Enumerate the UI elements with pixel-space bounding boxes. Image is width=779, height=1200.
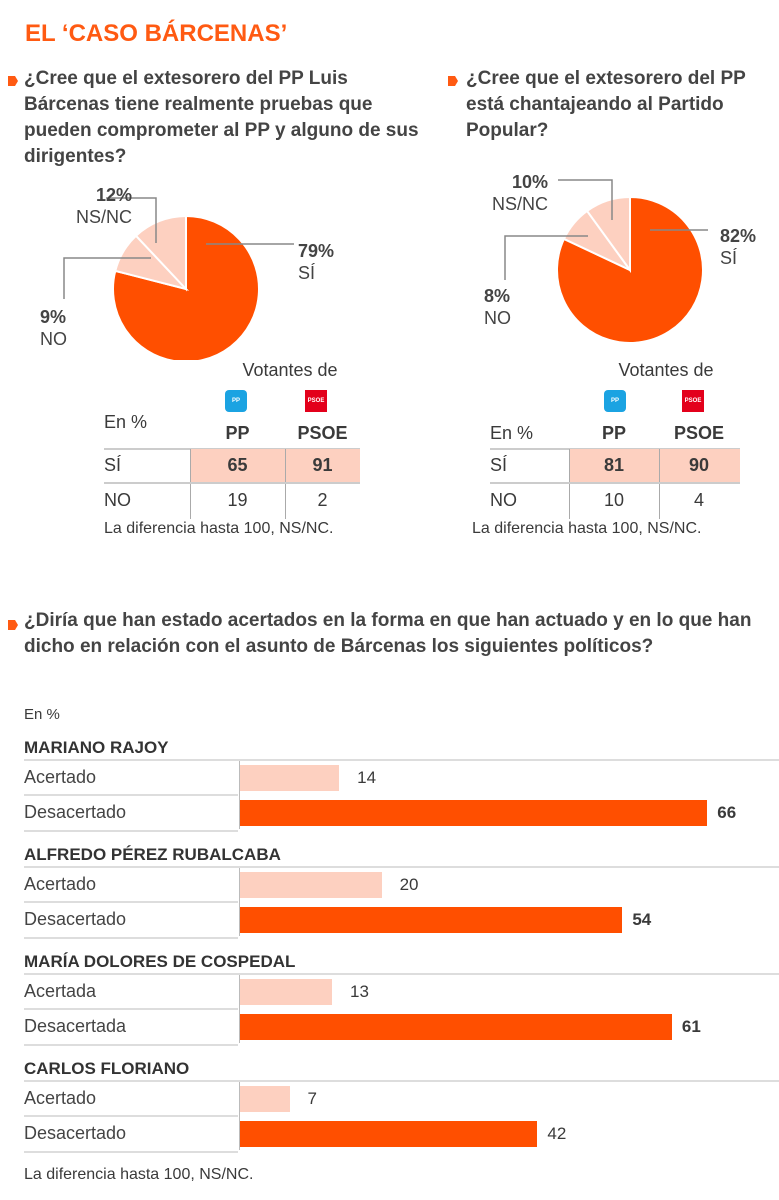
leader-line (504, 235, 588, 280)
pp-logo-icon: PP (225, 390, 247, 412)
pie-chart-1 (63, 197, 294, 360)
bar-label: Desacertado (24, 802, 127, 822)
bullet-icon (448, 76, 458, 86)
pp-logo-icon: PP (604, 390, 626, 412)
pie2-si-label: 82% SÍ (720, 226, 757, 268)
pie1-no-label: 9% NO (40, 307, 67, 349)
question-1: ¿Cree que el extesorero del PP Luis Bárc… (24, 68, 419, 167)
bar-chart: MARIANO RAJOY Acertado 14 Desacertado 66 ALFR… (0, 735, 779, 1165)
bullet-icon (8, 620, 18, 630)
table-header: Votantes de (618, 360, 714, 380)
unit-label: En % (104, 412, 148, 432)
row-label: NO (490, 490, 517, 510)
column-header: PP (601, 423, 626, 443)
bar-label: Acertada (24, 981, 97, 1001)
politician-name: ALFREDO PÉREZ RUBALCABA (24, 845, 281, 864)
question-3: ¿Diría que han estado acertados en la fo… (24, 610, 752, 657)
table-cell: 2 (317, 490, 328, 510)
bar-label: Desacertada (24, 1016, 127, 1036)
table-cell: 91 (312, 455, 333, 475)
voters-table-1: Votantes de PP PSOE En % PP PSOE SÍ 65 9… (0, 360, 440, 540)
psoe-logo-icon: PSOE (305, 390, 327, 412)
psoe-logo-icon: PSOE (682, 390, 704, 412)
row-label: SÍ (104, 455, 122, 475)
bar (240, 907, 623, 933)
column-header: PP (225, 423, 250, 443)
column-header: PSOE (673, 423, 725, 443)
bar (240, 872, 382, 898)
bar-value: 13 (350, 982, 369, 1001)
politician-name: MARIANO RAJOY (24, 738, 169, 757)
bar-value: 66 (717, 803, 737, 822)
bar (240, 979, 333, 1005)
voters-table-2: Votantes de PP PSOE En % PP PSOE SÍ 81 9… (386, 360, 779, 540)
leader-line (106, 197, 157, 243)
bar-label: Acertado (24, 767, 97, 787)
bar-value: 42 (547, 1124, 567, 1143)
table-cell: 81 (603, 455, 625, 475)
bar (240, 800, 708, 826)
unit-label: En % (24, 706, 60, 723)
bar-label: Acertado (24, 1088, 97, 1108)
pie1-nsnc-label: 12% NS/NC (75, 185, 132, 227)
table-header: Votantes de (242, 360, 338, 380)
pie1-si-label: 79% SÍ (298, 241, 335, 283)
bar-label: Desacertado (24, 1123, 127, 1143)
bar-value: 54 (632, 910, 652, 929)
table-cell: 19 (227, 490, 248, 510)
pie-slice-nsnc (134, 214, 187, 292)
bar (240, 1121, 538, 1147)
table-cell: 90 (688, 455, 710, 475)
pie-slice-nsnc (585, 195, 631, 274)
bar-value: 14 (357, 768, 377, 787)
leader-line (63, 257, 151, 299)
infographic-title: EL ‘CASO BÁRCENAS’ (25, 20, 288, 47)
bar (240, 765, 340, 791)
table-note: La diferencia hasta 100, NS/NC. (104, 520, 334, 537)
bar-chart-note: La diferencia hasta 100, NS/NC. (24, 1166, 254, 1183)
bar-value: 61 (681, 1017, 701, 1036)
pie-chart-2 (504, 179, 708, 344)
bullet-icon (8, 76, 18, 86)
bar (240, 1086, 290, 1112)
bar-value: 7 (307, 1089, 318, 1108)
table-cell: 65 (227, 455, 248, 475)
question-2: ¿Cree que el extesorero del PP está chan… (466, 68, 746, 141)
politician-name: MARÍA DOLORES DE COSPEDAL (24, 952, 296, 971)
table-note: La diferencia hasta 100, NS/NC. (472, 520, 702, 537)
row-label: SÍ (490, 455, 508, 475)
pie2-nsnc-label: 10% NS/NC (491, 172, 548, 214)
leader-line (558, 179, 613, 220)
row-label: NO (104, 490, 131, 510)
pie2-no-label: 8% NO (484, 286, 511, 328)
bar-label: Acertado (24, 874, 97, 894)
bar (240, 1014, 672, 1040)
unit-label: En % (490, 423, 534, 443)
bar-label: Desacertado (24, 909, 127, 929)
politician-name: CARLOS FLORIANO (24, 1059, 190, 1078)
bar-value: 20 (399, 875, 419, 894)
table-cell: 10 (603, 490, 625, 510)
table-cell: 4 (693, 490, 704, 510)
column-header: PSOE (297, 423, 348, 443)
